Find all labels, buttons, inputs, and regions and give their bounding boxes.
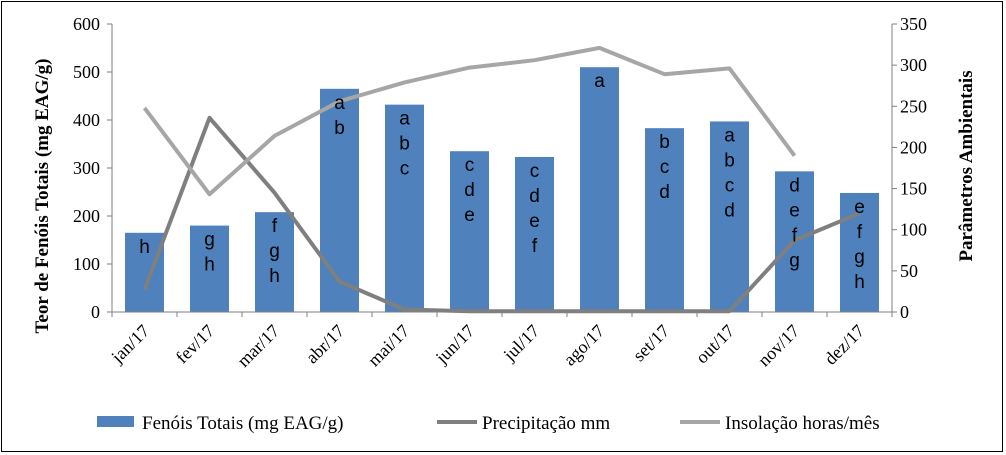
left-tick-label: 0 <box>91 302 100 322</box>
right-tick-label: 350 <box>900 14 927 34</box>
bar-label-jul/17: d <box>529 186 540 207</box>
x-tick-label: jun/17 <box>431 321 478 368</box>
bar-label-dez/17: e <box>854 197 865 218</box>
bar-label-abr/17: b <box>334 118 345 139</box>
right-tick-label: 250 <box>900 96 927 116</box>
x-tick-label: fev/17 <box>172 321 219 368</box>
left-tick-label: 600 <box>73 14 100 34</box>
bar-out/17 <box>710 121 749 312</box>
bar-label-jul/17: e <box>529 211 540 232</box>
bar-ago/17 <box>580 67 619 312</box>
bar-label-dez/17: f <box>857 222 863 243</box>
series-line-1 <box>142 115 861 314</box>
x-tick-label: jan/17 <box>107 321 154 368</box>
legend-label-1: Fenóis Totais (mg EAG/g) <box>142 413 344 434</box>
bar-label-abr/17: a <box>334 93 345 114</box>
left-tick-label: 200 <box>73 206 100 226</box>
bar-label-mar/17: f <box>272 216 278 237</box>
x-tick-label: mar/17 <box>233 321 283 371</box>
bar-label-out/17: c <box>725 175 735 196</box>
x-tick-label: dez/17 <box>820 321 868 369</box>
bar-label-set/17: b <box>659 132 670 153</box>
bar-mar/17 <box>255 212 294 312</box>
bar-label-nov/17: g <box>789 250 800 271</box>
bar-label-ago/17: a <box>594 71 605 92</box>
right-tick-label: 150 <box>900 179 927 199</box>
legend-swatch-bar <box>97 416 134 427</box>
bar-label-mai/17: b <box>399 134 410 155</box>
bar-jan/17 <box>125 232 164 312</box>
left-tick-label: 300 <box>73 158 100 178</box>
x-tick-label: mai/17 <box>364 321 413 370</box>
legend-label-3: Insolação horas/mês <box>725 413 880 434</box>
lines-layer <box>142 45 861 314</box>
bar-dez/17 <box>840 192 879 312</box>
bar-label-jul/17: f <box>532 236 538 257</box>
bar-label-jun/17: c <box>465 155 475 176</box>
bar-label-out/17: b <box>724 150 735 171</box>
bar-label-mar/17: h <box>269 266 280 287</box>
bar-label-nov/17: d <box>789 175 800 196</box>
bar-label-nov/17: f <box>792 225 798 246</box>
bar-label-fev/17: h <box>204 255 215 276</box>
axes-layer: 0 100 200 300 400 500 600 0 50 100 150 200 250 300 350… <box>32 14 977 371</box>
series-line-2 <box>142 45 797 197</box>
bar-label-set/17: d <box>659 182 670 203</box>
bar-label-nov/17: e <box>789 200 800 221</box>
bar-label-jun/17: d <box>464 180 475 201</box>
bar-label-out/17: a <box>724 125 735 146</box>
bar-label-jun/17: e <box>464 205 475 226</box>
right-tick-label: 100 <box>900 220 927 240</box>
right-tick-label: 0 <box>900 302 909 322</box>
bar-label-out/17: d <box>724 200 735 221</box>
legend: Fenóis Totais (mg EAG/g) Precipitação mm I… <box>97 413 880 434</box>
bar-abr/17 <box>320 88 359 312</box>
bar-label-dez/17: h <box>854 272 865 293</box>
right-tick-label: 50 <box>900 261 918 281</box>
x-tick-label: nov/17 <box>754 321 804 371</box>
bar-label-mai/17: a <box>399 109 410 130</box>
bar-fev/17 <box>190 225 229 312</box>
left-tick-label: 400 <box>73 110 100 130</box>
bar-jul/17 <box>515 156 554 312</box>
legend-label-2: Precipitação mm <box>482 413 610 434</box>
bar-label-fev/17: g <box>204 230 215 251</box>
bar-label-mar/17: g <box>269 241 280 262</box>
bar-set/17 <box>645 128 684 312</box>
right-axis-title: Parâmetros Ambientais <box>956 70 977 261</box>
bar-label-jan/17: h <box>139 237 150 258</box>
left-tick-label: 100 <box>73 254 100 274</box>
bar-mai/17 <box>385 104 424 312</box>
right-tick-label: 300 <box>900 55 927 75</box>
x-tick-label: ago/17 <box>560 321 609 370</box>
left-tick-label: 500 <box>73 62 100 82</box>
x-tick-label: set/17 <box>629 321 674 366</box>
x-tick-label: out/17 <box>692 321 739 368</box>
bar-jun/17 <box>450 151 489 312</box>
right-tick-label: 200 <box>900 137 927 157</box>
bar-label-jul/17: c <box>530 161 540 182</box>
left-axis-title: Teor de Fenóis Totais (mg EAG/g) <box>32 59 53 334</box>
x-tick-label: jul/17 <box>499 321 544 366</box>
bar-label-mai/17: c <box>400 159 410 180</box>
bar-label-dez/17: g <box>854 247 865 268</box>
x-tick-label: abr/17 <box>302 321 349 368</box>
bars-layer <box>125 67 879 312</box>
bar-label-set/17: c <box>660 157 670 178</box>
